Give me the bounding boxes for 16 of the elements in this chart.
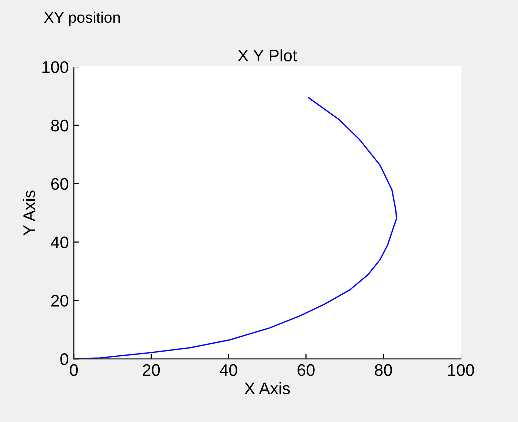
y-axis-title: Y Axis (23, 190, 36, 236)
y-tick-label: 100 (42, 62, 69, 74)
y-tick-label: 40 (51, 236, 69, 249)
x-tick-label: 80 (375, 364, 392, 376)
y-tick-label: 80 (51, 120, 69, 132)
x-tick-label: 0 (70, 364, 78, 376)
y-tick-label: 20 (52, 295, 69, 307)
y-tick-label: 60 (52, 178, 69, 190)
x-axis-title: X Axis (244, 382, 290, 395)
x-tick-label: 60 (298, 364, 315, 376)
chart-title: X Y Plot (238, 49, 298, 62)
y-tick-label: 0 (60, 354, 69, 366)
x-tick-label: 40 (220, 364, 238, 376)
x-tick-label: 20 (143, 364, 160, 376)
x-tick-label: 100 (448, 364, 474, 376)
text: XY position (44, 12, 120, 26)
